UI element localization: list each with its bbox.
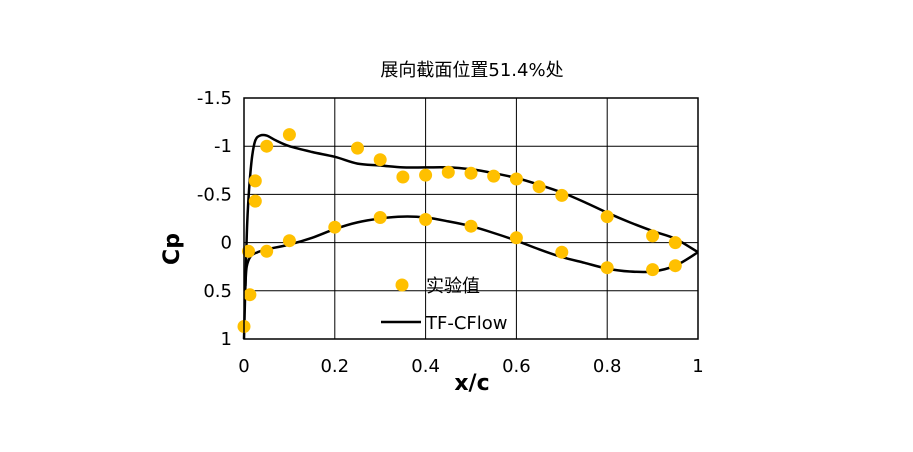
experiment-point (282, 128, 296, 142)
experiment-point (260, 244, 274, 258)
experiment-point (441, 165, 455, 179)
plot-area-frame (243, 97, 699, 340)
chart-title: 展向截面位置51.4%处 (380, 60, 563, 81)
x-tick-label: 0 (238, 356, 249, 377)
experiment-point (464, 166, 478, 180)
x-tick-label: 0.8 (593, 356, 622, 377)
legend-marker-experiment (395, 278, 409, 292)
experiment-point (668, 236, 682, 250)
x-tick-label: 1 (692, 356, 703, 377)
experiment-point (282, 234, 296, 248)
y-tick-label: 0 (221, 233, 232, 254)
experiment-point (600, 210, 614, 224)
experiment-point (555, 245, 569, 259)
experiment-point (509, 231, 523, 245)
y-tick-label: 0.5 (203, 281, 232, 302)
x-tick-label: 0.4 (411, 356, 440, 377)
x-tick-label: 0.6 (502, 356, 531, 377)
y-tick-label: -1 (214, 136, 232, 157)
experiment-point (646, 263, 660, 277)
legend-label-experiment: 实验值 (426, 276, 480, 297)
experiment-point (419, 213, 433, 226)
experiment-point (419, 168, 433, 182)
x-axis-ticks: 0 0.2 0.4 0.6 0.8 1 (238, 356, 703, 377)
experiment-point (373, 153, 387, 167)
experiment-point (668, 259, 682, 273)
experiment-point (509, 172, 523, 186)
x-axis-title: x/c (454, 371, 489, 396)
y-tick-label: -0.5 (197, 184, 232, 205)
experiment-point (555, 188, 569, 202)
tf-cflow-upper-curve (242, 133, 699, 340)
experiment-point (351, 141, 364, 155)
experiment-point (373, 211, 387, 224)
experiment-point (328, 220, 342, 234)
experiment-point (260, 139, 274, 153)
experiment-markers (237, 128, 682, 333)
y-axis-title: Cp (160, 233, 185, 265)
experiment-point (600, 261, 614, 275)
x-tick-label: 0.2 (320, 356, 349, 377)
experiment-point (646, 229, 660, 243)
experiment-point (248, 194, 262, 208)
experiment-point (396, 170, 410, 184)
experiment-point (248, 174, 262, 188)
grid (243, 97, 699, 340)
y-tick-label: -1.5 (197, 88, 232, 109)
y-tick-label: 1 (221, 329, 232, 350)
experiment-point (243, 288, 257, 302)
experiment-point (242, 244, 255, 258)
tf-cflow-curves (242, 133, 699, 340)
y-axis-ticks: -1.5 -1 -0.5 0 0.5 1 (197, 88, 232, 350)
legend: 实验值 TF-CFlow (381, 276, 508, 334)
experiment-point (487, 169, 501, 183)
experiment-point (464, 219, 478, 233)
legend-label-tf-cflow: TF-CFlow (425, 313, 508, 334)
experiment-point (532, 180, 546, 194)
